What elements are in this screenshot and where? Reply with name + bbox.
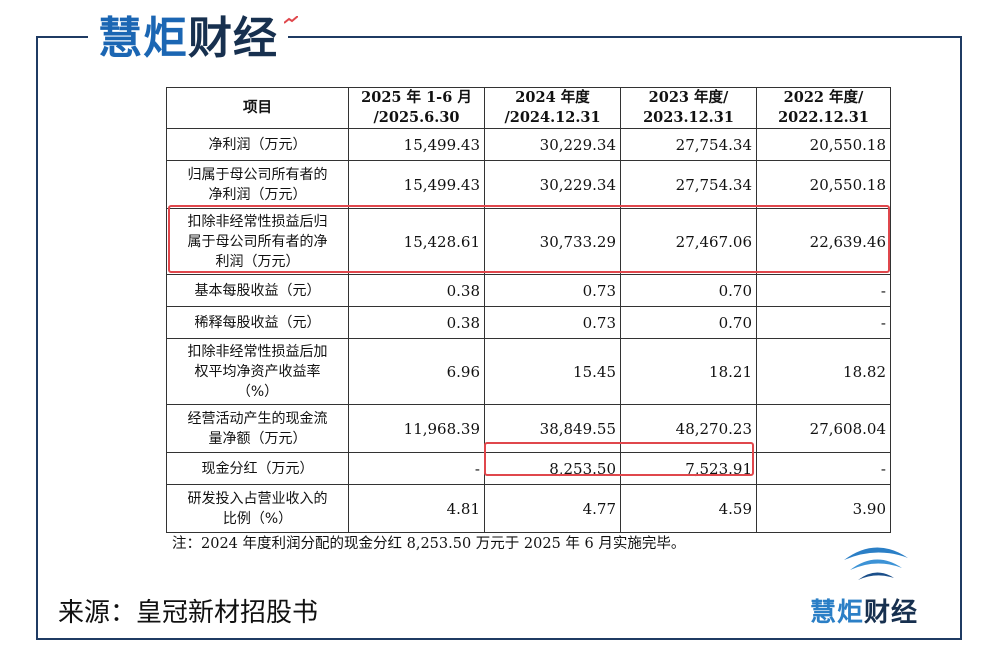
row-label-line: 基本每股收益（元） (194, 282, 321, 299)
row-label-line: 经营活动产生的现金流 (187, 410, 328, 427)
table-footnote: 注：2024 年度利润分配的现金分红 8,253.50 万元于 2025 年 6… (172, 536, 686, 552)
table-cell: 18.82 (756, 338, 891, 405)
brand-logo-bottom: 慧炬财经 (810, 592, 918, 629)
row-label-line: 净利润（万元） (208, 136, 307, 153)
column-header-0: 项目 (166, 87, 349, 129)
table-cell: 0.73 (484, 306, 621, 339)
table-cell: 0.70 (620, 274, 757, 307)
table-cell: - (756, 306, 891, 339)
table-cell: 15.45 (484, 338, 621, 405)
row-label: 归属于母公司所有者的 净利润（万元） (166, 160, 349, 209)
table-cell: 0.70 (620, 306, 757, 339)
brand-logo-bottom-part1: 慧炬 (810, 598, 865, 628)
table-cell: 4.81 (348, 484, 485, 533)
table-cell: 27,754.34 (620, 160, 757, 209)
table-row: 稀释每股收益（元） 0.38 0.73 0.70- (166, 306, 891, 339)
table-header-row: 项目 2025 年 1-6 月/2025.6.30 2024 年度/2024.12.… (166, 87, 891, 129)
brand-logo-part1: 慧炬 (98, 13, 188, 64)
row-label-line: 净利润（万元） (208, 186, 307, 203)
brand-logo-bottom-part2: 财经 (864, 598, 919, 628)
row-label: 稀释每股收益（元） (166, 306, 349, 339)
table-cell: 27,608.04 (756, 404, 891, 453)
financial-table: 项目 2025 年 1-6 月/2025.6.30 2024 年度/2024.12.… (166, 87, 891, 533)
table-cell: 11,968.39 (348, 404, 485, 453)
brand-emblem-icon (844, 547, 908, 580)
brand-logo-top: 慧炬 财经 (88, 6, 298, 64)
table-cell: 20,550.18 (756, 160, 891, 209)
row-label-line: 比例（%） (222, 510, 293, 527)
table-cell: 22,639.46 (756, 208, 891, 275)
column-header-2: 2024 年度/2024.12.31 (484, 87, 621, 129)
highlight-box-cash-dividend (484, 442, 754, 476)
row-label-line: 扣除非经常性损益后加 (187, 343, 328, 360)
row-label-line: 扣除非经常性损益后归 (187, 213, 328, 230)
column-header-line: 2024 年度 (515, 89, 590, 106)
row-label: 现金分红（万元） (166, 452, 349, 485)
column-header-line: 2023.12.31 (643, 109, 734, 126)
row-label: 研发投入占营业收入的 比例（%） (166, 484, 349, 533)
row-label-line: 现金分红（万元） (201, 460, 314, 477)
column-header-line: 2025 年 1-6 月 (361, 89, 472, 106)
table-cell: 3.90 (756, 484, 891, 533)
row-label-line: 量净额（万元） (208, 430, 307, 447)
table-cell: 4.59 (620, 484, 757, 533)
table-row: 净利润（万元） 15,499.43 30,229.34 27,754.34 20,550… (166, 128, 891, 161)
table-row: 基本每股收益（元） 0.38 0.73 0.70- (166, 274, 891, 307)
row-label: 基本每股收益（元） (166, 274, 349, 307)
table-cell: 4.77 (484, 484, 621, 533)
highlight-box-deducted-net-profit (168, 205, 890, 273)
table-cell: 20,550.18 (756, 128, 891, 161)
column-header-1: 2025 年 1-6 月/2025.6.30 (348, 87, 485, 129)
column-header-line: /2024.12.31 (504, 109, 601, 126)
row-label-line: 利润（万元） (215, 253, 300, 270)
table-cell: 15,499.43 (348, 128, 485, 161)
column-header-line: 2023 年度/ (648, 89, 729, 106)
table-cell: 0.38 (348, 306, 485, 339)
row-label-line: （%） (236, 383, 279, 400)
row-label-line: 研发投入占营业收入的 (187, 490, 328, 507)
table-cell: 0.38 (348, 274, 485, 307)
source-caption: 来源：皇冠新材招股书 (58, 598, 319, 628)
row-label: 经营活动产生的现金流 量净额（万元） (166, 404, 349, 453)
column-header-line: /2025.6.30 (373, 109, 460, 126)
table-cell: 15,499.43 (348, 160, 485, 209)
table-cell: 30,229.34 (484, 128, 621, 161)
row-label-line: 属于母公司所有者的净 (187, 233, 328, 250)
table-cell: - (756, 452, 891, 485)
row-label: 扣除非经常性损益后归 属于母公司所有者的净 利润（万元） (166, 208, 349, 275)
table-cell: 27,467.06 (620, 208, 757, 275)
table-row: 扣除非经常性损益后加 权平均净资产收益率 （%） 6.96 15.45 18.21 18.8… (166, 338, 891, 405)
table-cell: 38,849.55 (484, 404, 621, 453)
table-cell: 8,253.50 (484, 452, 621, 485)
table-cell: 27,754.34 (620, 128, 757, 161)
table-body: 净利润（万元） 15,499.43 30,229.34 27,754.34 20,550… (166, 128, 891, 533)
table-cell: - (756, 274, 891, 307)
table-cell: - (348, 452, 485, 485)
column-header-3: 2023 年度/2023.12.31 (620, 87, 757, 129)
table-cell: 30,229.34 (484, 160, 621, 209)
trend-arrow-icon (284, 16, 298, 24)
table-cell: 6.96 (348, 338, 485, 405)
content-frame (36, 36, 962, 640)
table-row: 扣除非经常性损益后归 属于母公司所有者的净 利润（万元） 15,428.61 30,73… (166, 208, 891, 275)
row-label-line: 归属于母公司所有者的 (187, 166, 328, 183)
row-label: 净利润（万元） (166, 128, 349, 161)
column-header-line: 2022.12.31 (778, 109, 869, 126)
table-cell: 18.21 (620, 338, 757, 405)
row-label-line: 权平均净资产收益率 (194, 363, 321, 380)
table-cell: 0.73 (484, 274, 621, 307)
column-header-line: 2022 年度/ (783, 89, 864, 106)
table-row: 研发投入占营业收入的 比例（%） 4.81 4.77 4.59 3.90 (166, 484, 891, 533)
row-label: 扣除非经常性损益后加 权平均净资产收益率 （%） (166, 338, 349, 405)
table-cell: 48,270.23 (620, 404, 757, 453)
row-label-line: 稀释每股收益（元） (194, 314, 321, 331)
column-header-line: 项目 (243, 99, 272, 116)
column-header-4: 2022 年度/2022.12.31 (756, 87, 891, 129)
brand-logo-part2: 财经 (188, 13, 278, 64)
table-row: 归属于母公司所有者的 净利润（万元） 15,499.43 30,229.34 27,75… (166, 160, 891, 209)
